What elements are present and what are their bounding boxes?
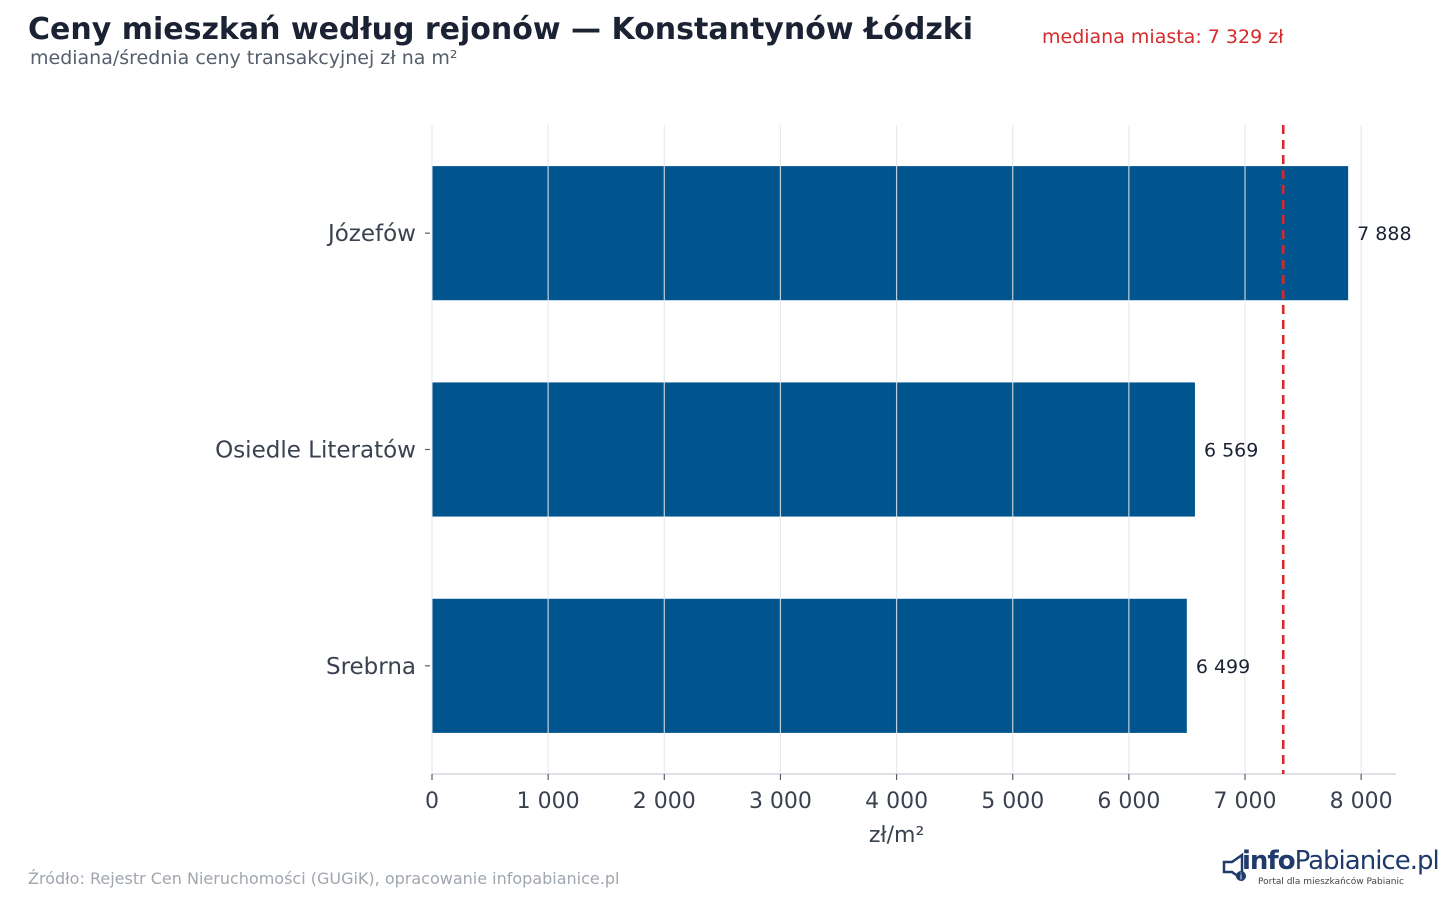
value-label-2: 6 499	[1196, 656, 1250, 678]
x-tick-label-0: 0	[425, 789, 439, 814]
source-note: Źródło: Rejestr Cen Nieruchomości (GUGiK…	[28, 869, 620, 888]
bar-2	[432, 598, 1187, 733]
value-label-1: 6 569	[1204, 440, 1258, 462]
value-label-0: 7 888	[1357, 223, 1411, 245]
megaphone-icon: i	[1222, 852, 1246, 883]
x-tick-label-7: 7 000	[1214, 789, 1277, 814]
x-tick-label-6: 6 000	[1097, 789, 1160, 814]
x-tick-label-5: 5 000	[981, 789, 1044, 814]
logo-wordmark-pabianice: Pabianice.pl	[1294, 846, 1440, 876]
x-tick-label-2: 2 000	[633, 789, 696, 814]
bar-0	[432, 166, 1349, 301]
chart-title: Ceny mieszkań według rejonów — Konstanty…	[28, 12, 974, 47]
svg-text:i: i	[1240, 873, 1243, 883]
logo-wordmark-info: info	[1242, 846, 1296, 876]
x-tick-label-3: 3 000	[749, 789, 812, 814]
median-annotation: mediana miasta: 7 329 zł	[1042, 26, 1284, 48]
x-tick-label-8: 8 000	[1330, 789, 1393, 814]
x-tick-label-1: 1 000	[517, 789, 580, 814]
logo-tagline: Portal dla mieszkańców Pabianic	[1258, 877, 1404, 887]
logo-wordmark: infoPabianice.pl	[1242, 846, 1440, 876]
x-tick-label-4: 4 000	[865, 789, 928, 814]
brand-logo: i infoPabianice.pl Portal dla mieszkańcó…	[1222, 846, 1440, 892]
category-label-0: Józefów	[326, 221, 416, 247]
category-label-1: Osiedle Literatów	[215, 438, 416, 464]
x-axis-title: zł/m²	[869, 823, 924, 848]
chart-subtitle: mediana/średnia ceny transakcyjnej zł na…	[30, 47, 458, 69]
category-label-2: Srebrna	[326, 654, 416, 680]
bar-1	[432, 382, 1195, 517]
